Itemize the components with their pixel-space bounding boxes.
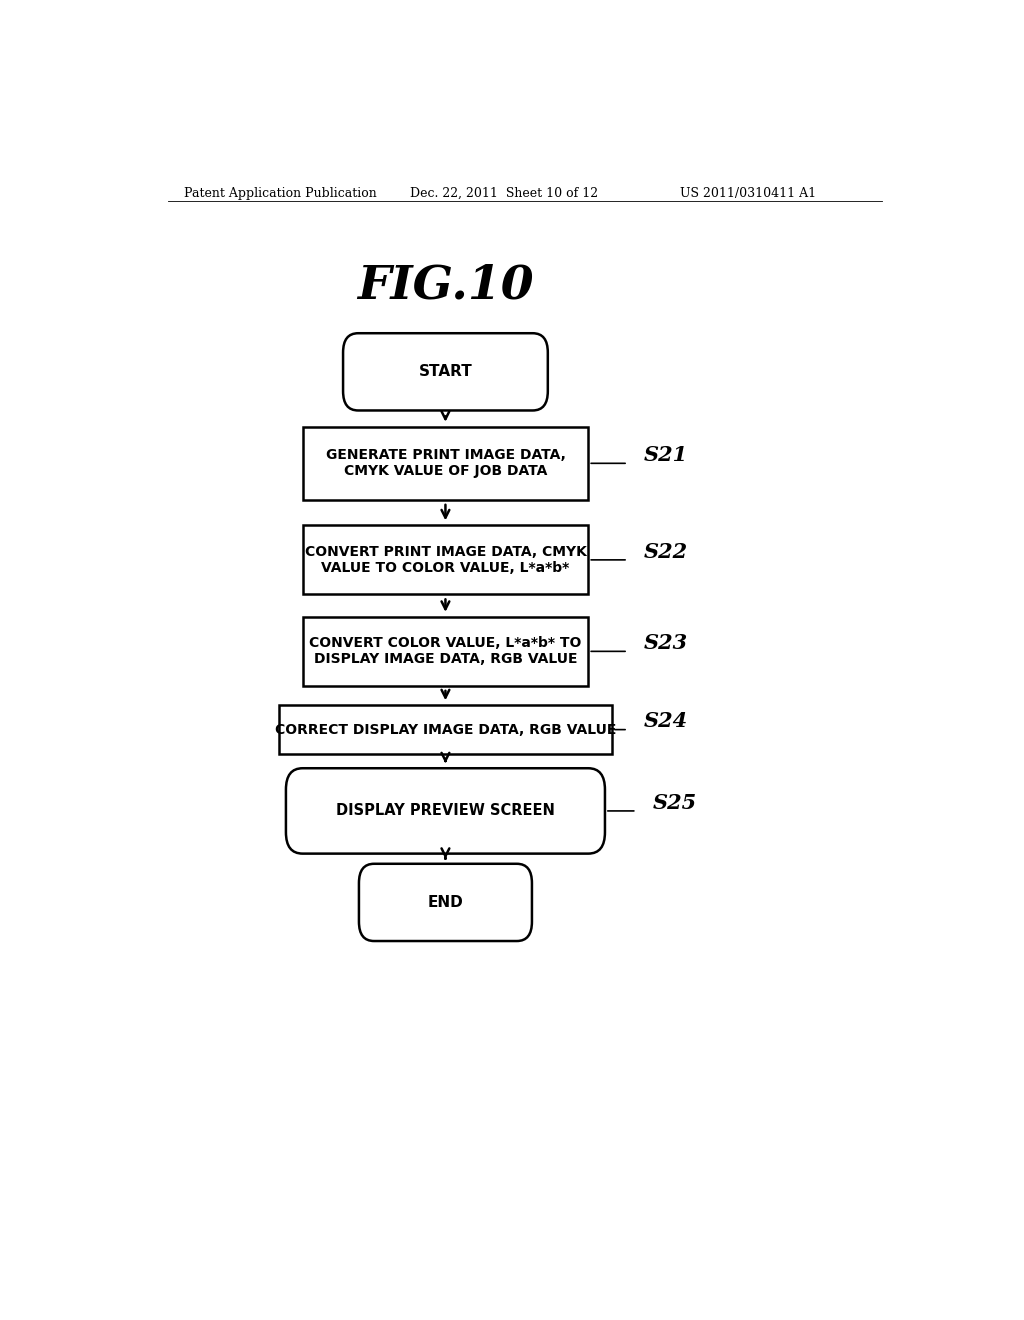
Text: S24: S24: [644, 711, 688, 731]
FancyBboxPatch shape: [303, 616, 588, 686]
Text: CONVERT PRINT IMAGE DATA, CMYK
VALUE TO COLOR VALUE, L*a*b*: CONVERT PRINT IMAGE DATA, CMYK VALUE TO …: [304, 545, 587, 576]
Text: S25: S25: [652, 793, 696, 813]
FancyBboxPatch shape: [343, 333, 548, 411]
Text: S21: S21: [644, 445, 688, 465]
Text: DISPLAY PREVIEW SCREEN: DISPLAY PREVIEW SCREEN: [336, 804, 555, 818]
FancyBboxPatch shape: [303, 426, 588, 500]
Text: END: END: [428, 895, 463, 909]
Text: S22: S22: [644, 541, 688, 562]
FancyBboxPatch shape: [359, 863, 531, 941]
Text: START: START: [419, 364, 472, 379]
FancyBboxPatch shape: [286, 768, 605, 854]
Text: Dec. 22, 2011  Sheet 10 of 12: Dec. 22, 2011 Sheet 10 of 12: [410, 187, 598, 199]
Text: GENERATE PRINT IMAGE DATA,
CMYK VALUE OF JOB DATA: GENERATE PRINT IMAGE DATA, CMYK VALUE OF…: [326, 449, 565, 478]
Text: CORRECT DISPLAY IMAGE DATA, RGB VALUE: CORRECT DISPLAY IMAGE DATA, RGB VALUE: [274, 722, 616, 737]
FancyBboxPatch shape: [279, 705, 612, 754]
Text: US 2011/0310411 A1: US 2011/0310411 A1: [680, 187, 816, 199]
Text: S23: S23: [644, 634, 688, 653]
Text: Patent Application Publication: Patent Application Publication: [183, 187, 376, 199]
Text: CONVERT COLOR VALUE, L*a*b* TO
DISPLAY IMAGE DATA, RGB VALUE: CONVERT COLOR VALUE, L*a*b* TO DISPLAY I…: [309, 636, 582, 667]
Text: FIG.10: FIG.10: [357, 263, 534, 309]
FancyBboxPatch shape: [303, 525, 588, 594]
